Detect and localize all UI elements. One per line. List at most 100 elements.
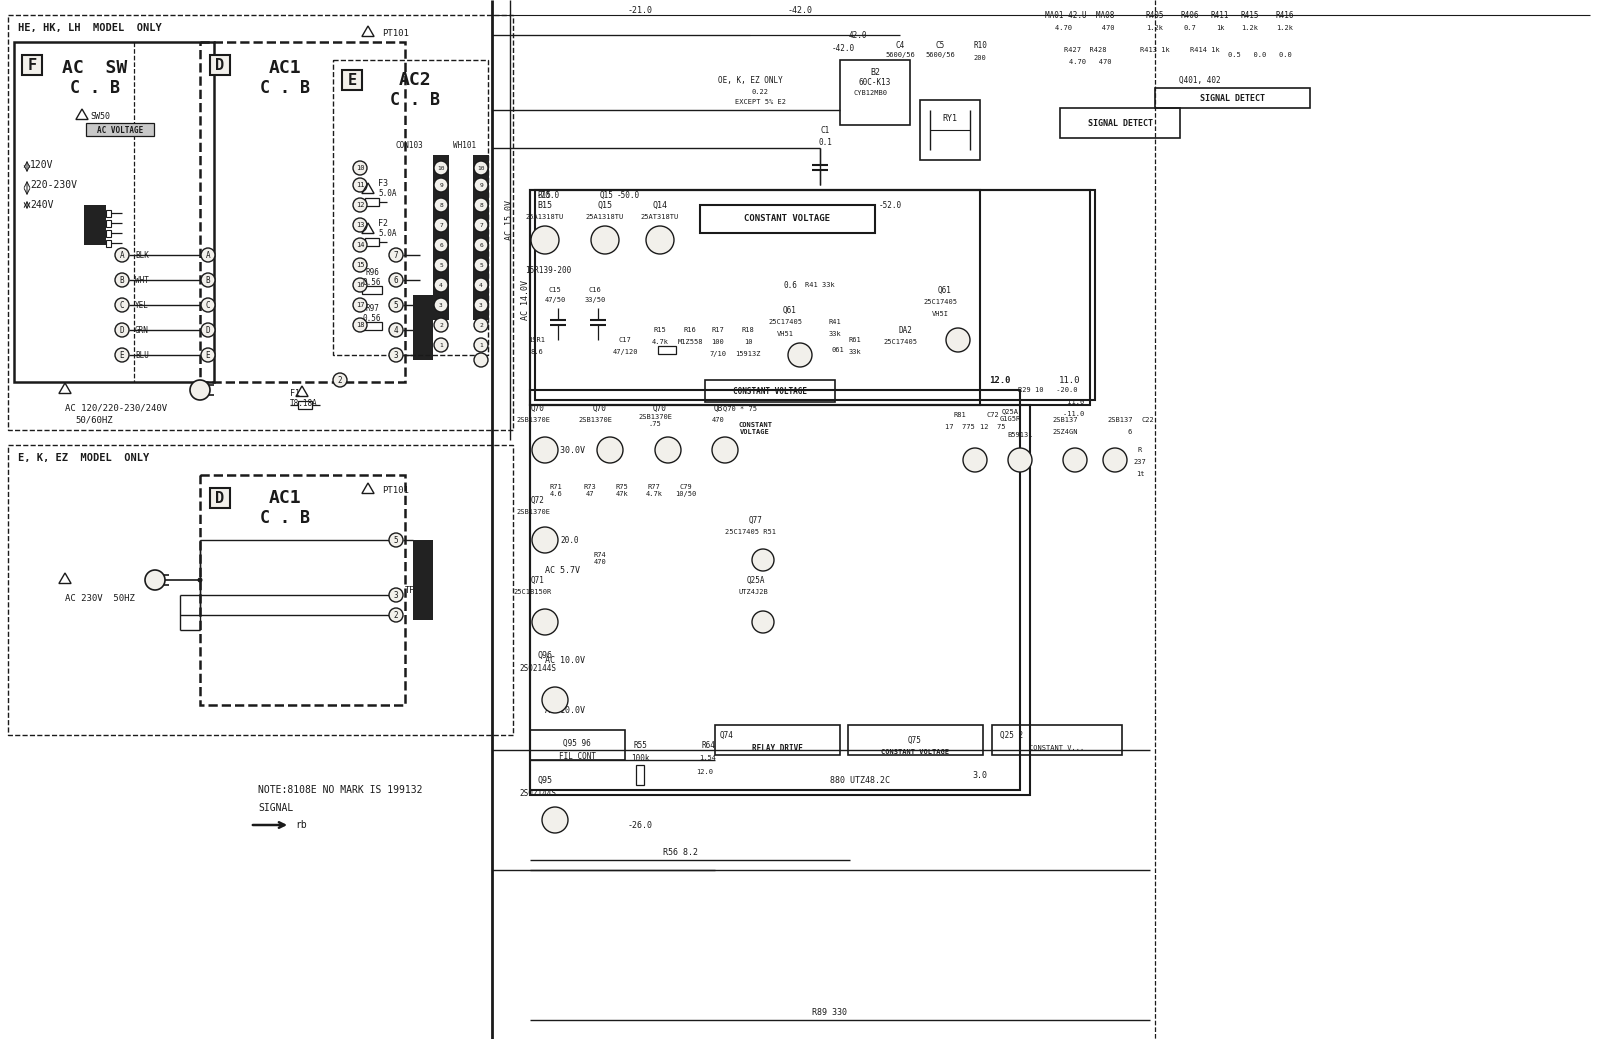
Circle shape: [1102, 448, 1126, 472]
Text: Q25A
G1G5R: Q25A G1G5R: [1000, 408, 1021, 422]
Text: SIGNAL DETECT: SIGNAL DETECT: [1088, 118, 1152, 128]
Text: -50.0: -50.0: [616, 190, 640, 199]
Circle shape: [354, 258, 366, 272]
Text: R77
4.7k: R77 4.7k: [645, 483, 662, 497]
Circle shape: [389, 273, 403, 287]
Text: 25AT318TU: 25AT318TU: [642, 214, 678, 220]
Text: PT101: PT101: [382, 485, 410, 495]
Text: CONSTANT VOLTAGE: CONSTANT VOLTAGE: [744, 213, 830, 222]
Circle shape: [654, 437, 682, 463]
Bar: [365, 238, 379, 246]
Text: R81: R81: [954, 412, 966, 418]
Text: Q74: Q74: [720, 730, 734, 740]
Text: 11.0: 11.0: [1011, 399, 1085, 405]
Text: R405: R405: [1146, 10, 1165, 20]
Text: 0.5   0.0   0.0: 0.5 0.0 0.0: [1229, 52, 1291, 58]
Text: 8.6: 8.6: [531, 349, 544, 355]
Circle shape: [434, 198, 448, 212]
Circle shape: [434, 338, 448, 352]
Text: AC2: AC2: [398, 71, 432, 89]
Text: 15913Z: 15913Z: [736, 351, 760, 357]
Text: HE, HK, LH  MODEL  ONLY: HE, HK, LH MODEL ONLY: [18, 23, 162, 33]
Text: 14: 14: [355, 242, 365, 248]
Text: 5: 5: [394, 535, 398, 544]
Text: 0.7: 0.7: [1184, 25, 1197, 31]
Text: Q75: Q75: [909, 736, 922, 745]
Text: E: E: [347, 73, 357, 87]
Text: FIL CONT: FIL CONT: [558, 751, 595, 761]
Text: AC 10.0V: AC 10.0V: [546, 656, 586, 665]
Text: B: B: [120, 275, 125, 285]
Bar: [413, 295, 434, 359]
Text: 6: 6: [394, 275, 398, 285]
Text: D: D: [120, 325, 125, 335]
Circle shape: [474, 298, 488, 312]
Circle shape: [963, 448, 987, 472]
Text: BLK: BLK: [134, 250, 149, 260]
Bar: [534, 190, 1094, 400]
Text: C16: C16: [589, 287, 602, 293]
Bar: [106, 230, 110, 237]
Text: 3: 3: [394, 590, 398, 600]
Text: 237: 237: [1134, 459, 1146, 465]
Text: AC 230V  50HZ: AC 230V 50HZ: [66, 593, 134, 603]
Text: R414 1k: R414 1k: [1190, 47, 1219, 53]
Circle shape: [197, 578, 203, 583]
Circle shape: [354, 161, 366, 175]
Circle shape: [474, 198, 488, 212]
Bar: [210, 488, 230, 508]
Text: CONSTANT VOLTAGE: CONSTANT VOLTAGE: [882, 749, 949, 755]
Text: Q72: Q72: [531, 496, 546, 505]
Text: 10: 10: [744, 339, 752, 345]
Text: 1SR1: 1SR1: [528, 337, 546, 343]
Text: R41 33k: R41 33k: [805, 282, 835, 288]
Text: 2: 2: [438, 322, 443, 327]
Text: T8.18A: T8.18A: [290, 399, 318, 407]
Text: R16: R16: [683, 327, 696, 334]
Text: C . B: C . B: [261, 79, 310, 97]
Circle shape: [787, 343, 813, 367]
Text: C: C: [206, 300, 210, 310]
Circle shape: [389, 533, 403, 547]
Text: AC 10.0V: AC 10.0V: [546, 705, 586, 715]
Text: Q15: Q15: [600, 190, 614, 199]
Bar: [8, 15, 514, 430]
Bar: [8, 445, 514, 735]
Text: TF: TF: [405, 586, 414, 594]
Circle shape: [202, 323, 214, 337]
Text: 7: 7: [394, 250, 398, 260]
Bar: [530, 390, 1021, 790]
Text: 15R139-200: 15R139-200: [525, 266, 571, 274]
Text: 100: 100: [712, 339, 725, 345]
Text: R416: R416: [1275, 10, 1294, 20]
Text: R406: R406: [1181, 10, 1200, 20]
Text: 6: 6: [478, 242, 483, 247]
Circle shape: [434, 298, 448, 312]
Text: C . B: C . B: [70, 79, 120, 97]
Text: Q70 * 75: Q70 * 75: [723, 405, 757, 411]
Text: Q77: Q77: [749, 515, 763, 525]
Text: AC 14.0V: AC 14.0V: [520, 279, 530, 320]
Text: 8: 8: [438, 203, 443, 208]
Circle shape: [354, 198, 366, 212]
Text: 2SB1370E
.75: 2SB1370E .75: [638, 414, 672, 426]
Text: R64: R64: [701, 741, 715, 749]
Circle shape: [115, 348, 130, 362]
Circle shape: [354, 218, 366, 232]
Circle shape: [354, 178, 366, 192]
Circle shape: [202, 348, 214, 362]
Text: R97: R97: [365, 303, 379, 313]
Circle shape: [389, 248, 403, 262]
Bar: [530, 190, 979, 405]
Text: 60C-K13: 60C-K13: [859, 78, 891, 86]
Circle shape: [354, 278, 366, 292]
Circle shape: [389, 588, 403, 602]
Circle shape: [542, 807, 568, 833]
Circle shape: [590, 227, 619, 254]
Text: 6: 6: [438, 242, 443, 247]
Text: PT101: PT101: [382, 28, 410, 37]
Text: R75
47k: R75 47k: [616, 483, 629, 497]
Text: R41: R41: [829, 319, 842, 325]
Circle shape: [202, 248, 214, 262]
Text: 4.70   470: 4.70 470: [1069, 59, 1112, 65]
